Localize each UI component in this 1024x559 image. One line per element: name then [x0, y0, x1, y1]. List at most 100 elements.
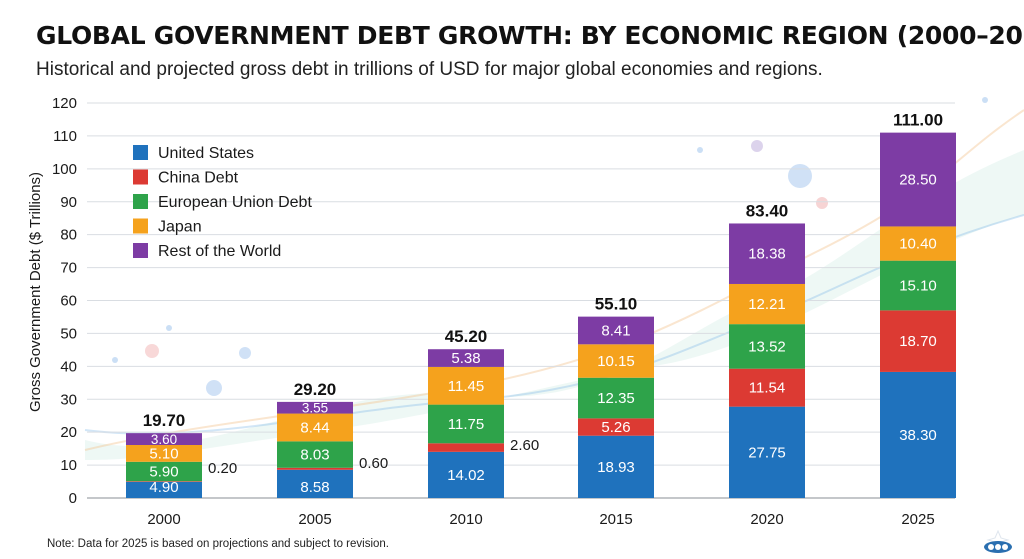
chart-title: GLOBAL GOVERNMENT DEBT GROWTH: BY ECONOM…: [36, 21, 1024, 50]
bar-total-label: 83.40: [746, 201, 789, 220]
bar-value-label: 18.38: [748, 246, 786, 263]
bar-segment: [729, 324, 805, 369]
bar-value-label: 3.55: [302, 401, 328, 416]
bar-segment: [126, 433, 202, 446]
bar-value-label: 18.93: [597, 459, 635, 476]
bar-value-label: 5.90: [149, 464, 178, 481]
bar-value-label: 11.75: [448, 416, 484, 433]
bar-value-label: 8.41: [601, 322, 630, 339]
bar-value-label: 5.26: [601, 419, 630, 436]
bar-value-label: 14.02: [447, 467, 485, 484]
bar-segment: [578, 435, 654, 498]
bar-value-label: 8.58: [300, 479, 329, 496]
bar-segment: [880, 226, 956, 261]
bar-segment: [126, 461, 202, 482]
bar-value-label: 8.03: [300, 447, 329, 464]
bar-segment: [126, 481, 202, 482]
legend-swatch: [133, 169, 148, 185]
bar-total-label: 29.20: [294, 380, 337, 399]
legend-swatch: [133, 243, 148, 258]
bar-value-label: 4.90: [149, 479, 178, 496]
bar-segment: [880, 260, 956, 311]
y-tick-label: 30: [60, 391, 77, 408]
bar-segment: [880, 132, 956, 227]
bar-segment: [428, 404, 504, 444]
bar-segment: [729, 223, 805, 284]
legend-swatch: [133, 194, 148, 209]
bar-value-label: 28.50: [899, 172, 937, 189]
bar-value-label: 5.38: [451, 350, 480, 367]
x-axis: 2000 2005 2010 2015 2020 2025: [147, 511, 934, 528]
legend-swatch: [133, 145, 148, 160]
grid-lines: [87, 102, 955, 499]
bar-segment: [578, 344, 654, 378]
bar-value-label: 8.44: [300, 419, 329, 436]
legend-label: United States: [158, 145, 254, 162]
y-tick-label: 120: [52, 95, 77, 112]
bar-segment: [578, 377, 654, 419]
bar-segment: [277, 413, 353, 442]
y-tick-label: 100: [52, 161, 77, 178]
y-tick-label: 110: [53, 128, 77, 145]
chart-subtitle: Historical and projected gross debt in t…: [36, 59, 823, 80]
legend-label: European Union Debt: [158, 194, 312, 211]
y-tick-label: 20: [60, 424, 77, 441]
bar-total-label: 19.70: [143, 411, 186, 430]
y-tick-label: 80: [60, 227, 77, 244]
legend: United States China Debt European Union De…: [133, 145, 312, 260]
bar-segment: [428, 349, 504, 367]
bar-value-label: 0.20: [208, 460, 237, 477]
bar-total-label: 45.20: [445, 327, 488, 346]
bar-segment: [880, 371, 956, 498]
legend-swatch: [133, 218, 148, 234]
y-tick-label: 50: [60, 325, 77, 342]
x-tick-label: 2015: [599, 511, 632, 528]
y-tick-label: 10: [60, 457, 77, 474]
bar-segment: [277, 469, 353, 498]
bar-value-label: 12.35: [597, 390, 635, 407]
legend-label: Rest of the World: [158, 243, 281, 260]
bar-segment: [880, 310, 956, 372]
bar-segment: [578, 418, 654, 436]
bar-segment: [428, 443, 504, 452]
y-tick-label: 70: [60, 260, 77, 277]
bar-value-label: 13.52: [748, 338, 786, 355]
bar-segment: [428, 451, 504, 498]
x-tick-label: 2020: [750, 511, 783, 528]
x-tick-label: 2010: [449, 511, 482, 528]
bars: 4.90 0.20 5.90 5.103.60 19.70 8.58 0.60 8.03 8.4…: [126, 111, 956, 498]
bar-value-label: 15.10: [899, 278, 937, 295]
bar-value-label: 2.60: [510, 437, 539, 454]
bar-value-label: 12.21: [748, 296, 786, 313]
bar-segment: [126, 445, 202, 462]
bar-value-label: 11.54: [749, 380, 785, 397]
bar-segment: [729, 283, 805, 325]
bar-value-label: 18.70: [899, 333, 937, 350]
bar-segment: [126, 481, 202, 498]
bar-value-label: 27.75: [748, 444, 786, 461]
bar-segment: [277, 467, 353, 470]
bar-value-label: 5.10: [149, 445, 178, 462]
bar-segment: [277, 401, 353, 414]
logo-icon: [984, 529, 1012, 553]
bar-value-label: 38.30: [899, 427, 937, 444]
y-axis-label: Gross Government Debt ($ Trillions): [27, 172, 44, 412]
x-tick-label: 2025: [901, 511, 934, 528]
y-tick-label: 40: [60, 358, 77, 375]
x-tick-label: 2005: [298, 511, 331, 528]
x-tick-label: 2000: [147, 511, 180, 528]
bar-segment: [729, 368, 805, 407]
y-tick-label: 60: [60, 293, 77, 310]
bar-value-label: 11.45: [448, 378, 484, 395]
y-axis: 0 10 20 30 40 50 60 70 80 90 100 110 120: [52, 95, 77, 507]
bar-value-label: 3.60: [151, 432, 177, 447]
bar-total-label: 111.00: [893, 111, 943, 130]
legend-label: Japan: [158, 219, 202, 236]
bar-segment: [428, 366, 504, 405]
bar-value-label: 10.15: [597, 353, 635, 370]
bar-segment: [578, 316, 654, 345]
bar-total-label: 55.10: [595, 295, 638, 314]
y-tick-label: 90: [60, 194, 77, 211]
legend-label: China Debt: [158, 170, 239, 187]
